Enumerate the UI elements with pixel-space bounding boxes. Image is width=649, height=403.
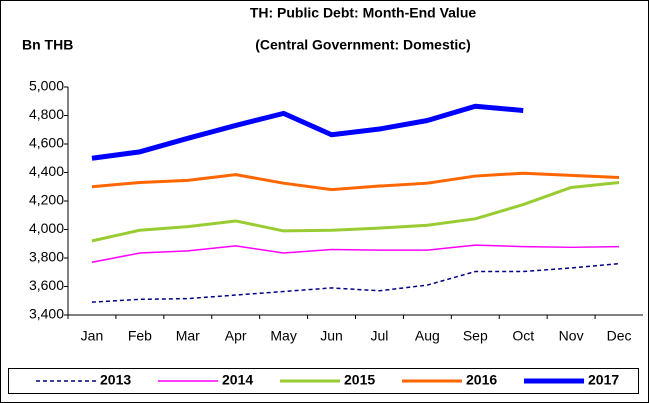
x-tick-label: Jan [81, 328, 104, 344]
series-line [91, 244, 620, 264]
y-tick-label: 3,400 [29, 306, 64, 322]
legend-label: 2013 [100, 372, 131, 388]
x-tick-label: May [270, 328, 296, 344]
legend-label: 2017 [588, 372, 619, 388]
x-tick-label: Dec [607, 328, 632, 344]
x-tick-label: Jul [371, 328, 389, 344]
y-tick-label: 4,800 [29, 106, 64, 122]
y-tick-label: 4,400 [29, 163, 64, 179]
legend-label: 2015 [344, 372, 375, 388]
chart-title: (Central Government: Domestic) [255, 37, 470, 53]
y-tick-label: 4,200 [29, 192, 64, 208]
x-tick-label: Oct [512, 328, 534, 344]
x-tick-label: Nov [559, 328, 584, 344]
series-line [91, 103, 524, 161]
series-line [91, 262, 620, 303]
series-line [91, 180, 620, 243]
y-tick-label: 4,000 [29, 220, 64, 236]
y-axis-label: Bn THB [22, 37, 73, 53]
x-tick-label: Apr [225, 328, 247, 344]
x-tick-label: Feb [128, 328, 152, 344]
series-line [91, 171, 620, 192]
x-tick-label: Aug [415, 328, 440, 344]
y-tick-label: 3,800 [29, 249, 64, 265]
y-tick-label: 5,000 [29, 78, 64, 94]
y-tick-label: 4,600 [29, 135, 64, 151]
x-tick-label: Sep [463, 328, 488, 344]
chart-title: TH: Public Debt: Month-End Value [250, 5, 477, 21]
legend-label: 2016 [466, 372, 497, 388]
legend-label: 2014 [222, 372, 253, 388]
x-tick-label: Mar [176, 328, 200, 344]
x-tick-label: Jun [320, 328, 343, 344]
y-tick-label: 3,600 [29, 277, 64, 293]
